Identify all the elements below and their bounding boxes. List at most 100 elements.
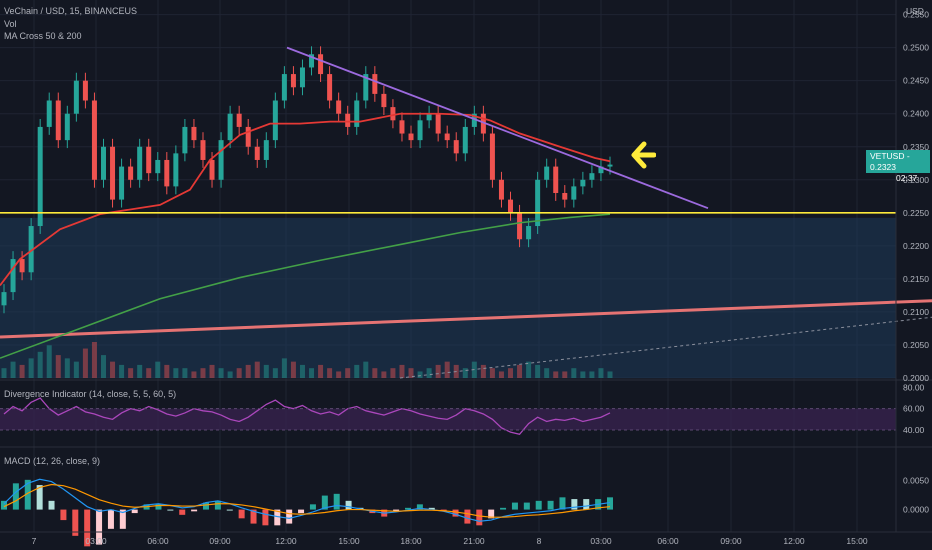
- time-tick-label: 7: [32, 536, 37, 546]
- volume-bar: [408, 368, 414, 378]
- divergence-tick-label: 60.00: [903, 404, 925, 414]
- candle-body: [345, 113, 351, 127]
- indicator-lines: [0, 46, 932, 379]
- dashed-trendline: [399, 316, 932, 379]
- candle-body: [571, 186, 577, 200]
- candle-body: [580, 179, 586, 187]
- candle-body: [236, 113, 242, 127]
- time-tick-label: 8: [537, 536, 542, 546]
- candle-body: [272, 100, 278, 141]
- volume-bar: [571, 368, 577, 378]
- price-axis[interactable]: 0.2550 0.2500 0.2450 0.2400 0.2350 0.2300 0.22…: [903, 6, 929, 515]
- price-tick-label: 0.2550: [903, 10, 929, 20]
- macd-histogram-bar: [405, 507, 411, 510]
- macd-histogram-bar: [214, 500, 221, 510]
- time-tick-label: 06:00: [657, 536, 679, 546]
- macd-histogram-bar: [535, 500, 542, 510]
- volume-bar: [218, 368, 224, 378]
- candle-body: [390, 107, 396, 121]
- candle-body: [28, 226, 34, 273]
- time-tick-label: 09:00: [209, 536, 231, 546]
- candle-body: [254, 146, 260, 160]
- volume-bar: [535, 364, 541, 378]
- candle-body: [119, 166, 125, 200]
- candle-body: [164, 159, 170, 187]
- price-tick-label: 0.2450: [903, 76, 929, 86]
- candle-body: [598, 166, 604, 174]
- volume-bar: [263, 364, 269, 378]
- macd-histogram-bar: [476, 509, 483, 526]
- volume-bar: [82, 348, 88, 378]
- time-tick-label: 18:00: [400, 536, 422, 546]
- candle-body: [82, 80, 88, 101]
- volume-bar: [254, 361, 260, 378]
- badge-symbol: VETUSD: [870, 151, 905, 161]
- candle-body: [110, 146, 116, 200]
- candle-body: [453, 140, 459, 154]
- macd-histogram-bar: [203, 502, 209, 510]
- candle-body: [399, 120, 405, 134]
- price-tick-label: 0.2150: [903, 274, 929, 284]
- macd-histogram-bar: [393, 509, 400, 512]
- time-tick-label: 06:00: [147, 536, 169, 546]
- pane-separators: [0, 0, 932, 533]
- time-tick-label: 12:00: [275, 536, 297, 546]
- support-zone: [0, 217, 896, 378]
- divergence-tick-label: 40.00: [903, 425, 925, 435]
- time-tick-label: 15:00: [846, 536, 868, 546]
- volume-bar: [598, 368, 604, 378]
- time-tick-label: 15:00: [338, 536, 360, 546]
- badge-countdown: 02:37: [896, 173, 918, 183]
- volume-bar: [100, 355, 106, 378]
- macd-histogram-bar: [60, 509, 67, 521]
- candle-body: [290, 74, 296, 88]
- volume-bar: [607, 371, 613, 378]
- volume-bar: [517, 364, 523, 378]
- macd-histogram-bar: [48, 500, 55, 510]
- candle-body: [191, 126, 197, 141]
- macd-histogram-bar: [286, 509, 293, 524]
- time-tick-label: 03:00: [590, 536, 612, 546]
- price-candles: [1, 46, 613, 314]
- macd-histogram-bar: [298, 509, 305, 514]
- last-price-badge: VETUSD - 0.2323 02:37: [866, 150, 930, 183]
- volume-bar: [155, 361, 161, 378]
- volume-bar: [146, 368, 152, 378]
- macd-histogram-bar: [107, 509, 114, 529]
- volume-bars: [1, 342, 613, 378]
- time-axis[interactable]: 7 03:00 06:00 09:00 12:00 15:00 18:00 21:00 8 03:…: [32, 536, 868, 546]
- price-tick-label: 0.2100: [903, 307, 929, 317]
- macd-histogram-bar: [191, 509, 198, 512]
- macd-histogram-bar: [24, 479, 31, 510]
- candle-body: [471, 113, 477, 127]
- volume-bar: [164, 364, 170, 378]
- volume-bar: [544, 368, 550, 378]
- macd-histogram-bar: [571, 499, 578, 510]
- volume-bar: [191, 371, 197, 378]
- legend-divergence: Divergence Indicator (14, close, 5, 5, 6…: [4, 389, 177, 399]
- macd-histogram-bar: [547, 500, 554, 510]
- volume-bar: [354, 364, 360, 378]
- macd-histogram-bar: [1, 500, 7, 510]
- volume-bar: [318, 364, 324, 378]
- candle-body: [354, 100, 360, 127]
- badge-price: 0.2323: [870, 162, 896, 172]
- candle-body: [245, 126, 251, 147]
- candle-body: [318, 54, 324, 75]
- price-tick-label: 0.2050: [903, 340, 929, 350]
- volume-bar: [19, 364, 25, 378]
- volume-bar: [381, 371, 387, 378]
- volume-bar: [10, 361, 16, 378]
- volume-bar: [46, 345, 52, 378]
- volume-bar: [435, 364, 441, 378]
- candle-body: [37, 126, 43, 227]
- divergence-line: [3, 397, 611, 435]
- volume-bar: [64, 358, 70, 378]
- time-tick-label: 03:00: [85, 536, 107, 546]
- candle-body: [19, 259, 25, 273]
- macd-histogram-bar: [583, 499, 590, 510]
- arrow-left-icon: [631, 141, 656, 169]
- candle-body: [309, 54, 315, 68]
- divergence-tick-label: 80.00: [903, 382, 925, 392]
